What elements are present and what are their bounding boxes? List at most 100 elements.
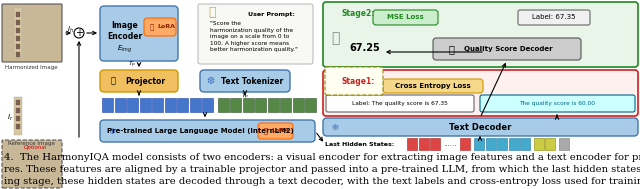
Bar bbox=[16, 36, 20, 41]
Bar bbox=[534, 138, 543, 150]
Bar bbox=[430, 138, 440, 150]
Bar bbox=[14, 8, 22, 58]
Text: Reference Image: Reference Image bbox=[8, 140, 54, 146]
Text: Optional: Optional bbox=[24, 146, 47, 150]
Text: ing stage, these hidden states are decoded through a text decoder, with the text: ing stage, these hidden states are decod… bbox=[4, 177, 640, 186]
FancyBboxPatch shape bbox=[200, 70, 290, 92]
Bar bbox=[292, 98, 303, 112]
Text: Image
Encoder: Image Encoder bbox=[108, 21, 143, 41]
Text: $T_p$: $T_p$ bbox=[128, 60, 136, 70]
Bar bbox=[559, 138, 568, 150]
Bar bbox=[16, 44, 20, 49]
Text: LoRA: LoRA bbox=[157, 25, 175, 29]
Bar bbox=[16, 116, 20, 121]
Text: Projector: Projector bbox=[125, 77, 165, 85]
Bar bbox=[218, 98, 228, 112]
Text: ❆: ❆ bbox=[206, 76, 214, 86]
Bar bbox=[16, 108, 20, 113]
Text: 🔥: 🔥 bbox=[448, 44, 454, 54]
FancyBboxPatch shape bbox=[383, 79, 483, 93]
Text: "Score the
harmonization quality of the
image on a scale from 0 to
100. A higher: "Score the harmonization quality of the … bbox=[210, 21, 298, 52]
Bar bbox=[140, 98, 150, 112]
Bar bbox=[520, 138, 530, 150]
FancyBboxPatch shape bbox=[323, 70, 638, 116]
Text: +: + bbox=[75, 28, 83, 38]
FancyBboxPatch shape bbox=[518, 10, 590, 25]
Bar bbox=[486, 138, 495, 150]
Bar bbox=[127, 98, 138, 112]
Bar bbox=[152, 98, 163, 112]
Text: Quality Score Decoder: Quality Score Decoder bbox=[464, 46, 552, 52]
FancyBboxPatch shape bbox=[144, 18, 176, 36]
Text: Text Tokenizer: Text Tokenizer bbox=[221, 77, 283, 85]
FancyBboxPatch shape bbox=[2, 4, 62, 62]
Bar bbox=[407, 138, 417, 150]
FancyBboxPatch shape bbox=[323, 2, 638, 67]
Bar bbox=[16, 20, 20, 25]
FancyBboxPatch shape bbox=[480, 95, 635, 112]
Bar bbox=[255, 98, 266, 112]
Text: Text Decoder: Text Decoder bbox=[449, 122, 511, 132]
Text: $E_{img}$: $E_{img}$ bbox=[117, 43, 132, 55]
Bar bbox=[16, 28, 20, 33]
FancyBboxPatch shape bbox=[100, 6, 178, 61]
Text: ❆: ❆ bbox=[332, 122, 339, 132]
Text: User Prompt:: User Prompt: bbox=[248, 12, 295, 17]
FancyBboxPatch shape bbox=[100, 120, 315, 142]
Text: ......: ...... bbox=[444, 141, 457, 147]
Bar bbox=[16, 12, 20, 17]
Text: 🔥: 🔥 bbox=[264, 128, 268, 134]
Bar bbox=[16, 124, 20, 129]
Bar bbox=[189, 98, 200, 112]
Text: Last Hidden States:: Last Hidden States: bbox=[325, 142, 394, 146]
Text: 4.  The HarmonyIQA model consists of two encoders: a visual encoder for extracti: 4. The HarmonyIQA model consists of two … bbox=[4, 153, 640, 162]
FancyBboxPatch shape bbox=[198, 4, 313, 64]
Bar bbox=[177, 98, 188, 112]
Text: 🔥: 🔥 bbox=[150, 24, 154, 30]
Bar bbox=[509, 138, 518, 150]
FancyBboxPatch shape bbox=[433, 38, 581, 60]
Text: $I_h$: $I_h$ bbox=[67, 25, 74, 35]
Bar bbox=[497, 138, 507, 150]
Text: Label: 67.35: Label: 67.35 bbox=[532, 14, 576, 20]
Text: 🤖: 🤖 bbox=[331, 31, 339, 45]
Text: MSE Loss: MSE Loss bbox=[387, 14, 424, 20]
Bar bbox=[115, 98, 125, 112]
Bar bbox=[14, 97, 22, 135]
FancyBboxPatch shape bbox=[2, 140, 62, 188]
FancyBboxPatch shape bbox=[326, 95, 474, 112]
Bar bbox=[202, 98, 213, 112]
Bar bbox=[16, 100, 20, 105]
Text: 67.25: 67.25 bbox=[349, 43, 380, 53]
Bar bbox=[474, 138, 484, 150]
Bar bbox=[164, 98, 175, 112]
Text: Label: The quality score is 67.35: Label: The quality score is 67.35 bbox=[352, 101, 448, 105]
Text: The quality score is 60.00: The quality score is 60.00 bbox=[519, 101, 595, 105]
Bar bbox=[280, 98, 291, 112]
Text: res. These features are aligned by a trainable projector and passed into a pre-t: res. These features are aligned by a tra… bbox=[4, 165, 640, 174]
Text: $T_p$: $T_p$ bbox=[241, 92, 249, 102]
Bar bbox=[545, 138, 555, 150]
FancyBboxPatch shape bbox=[373, 10, 438, 25]
Text: $I_r$: $I_r$ bbox=[7, 113, 13, 123]
Text: ❆: ❆ bbox=[109, 126, 115, 136]
FancyBboxPatch shape bbox=[323, 118, 638, 136]
FancyBboxPatch shape bbox=[325, 67, 383, 95]
Text: Pre-trained Large Language Model (InternLM2): Pre-trained Large Language Model (Intern… bbox=[107, 128, 293, 134]
FancyBboxPatch shape bbox=[100, 70, 178, 92]
Bar bbox=[305, 98, 316, 112]
Bar bbox=[460, 138, 470, 150]
Bar bbox=[16, 52, 20, 57]
Text: 👤: 👤 bbox=[208, 6, 216, 19]
Text: LoRA: LoRA bbox=[271, 129, 289, 133]
Bar bbox=[243, 98, 253, 112]
Bar bbox=[419, 138, 429, 150]
Text: 🔥: 🔥 bbox=[111, 77, 115, 85]
FancyBboxPatch shape bbox=[258, 123, 293, 139]
Text: Stage2:: Stage2: bbox=[341, 9, 374, 18]
Text: Harmonized Image: Harmonized Image bbox=[4, 64, 58, 70]
Text: Cross Entropy Loss: Cross Entropy Loss bbox=[395, 83, 471, 89]
Text: Stage1:: Stage1: bbox=[341, 77, 374, 86]
Bar bbox=[230, 98, 241, 112]
Bar bbox=[268, 98, 278, 112]
